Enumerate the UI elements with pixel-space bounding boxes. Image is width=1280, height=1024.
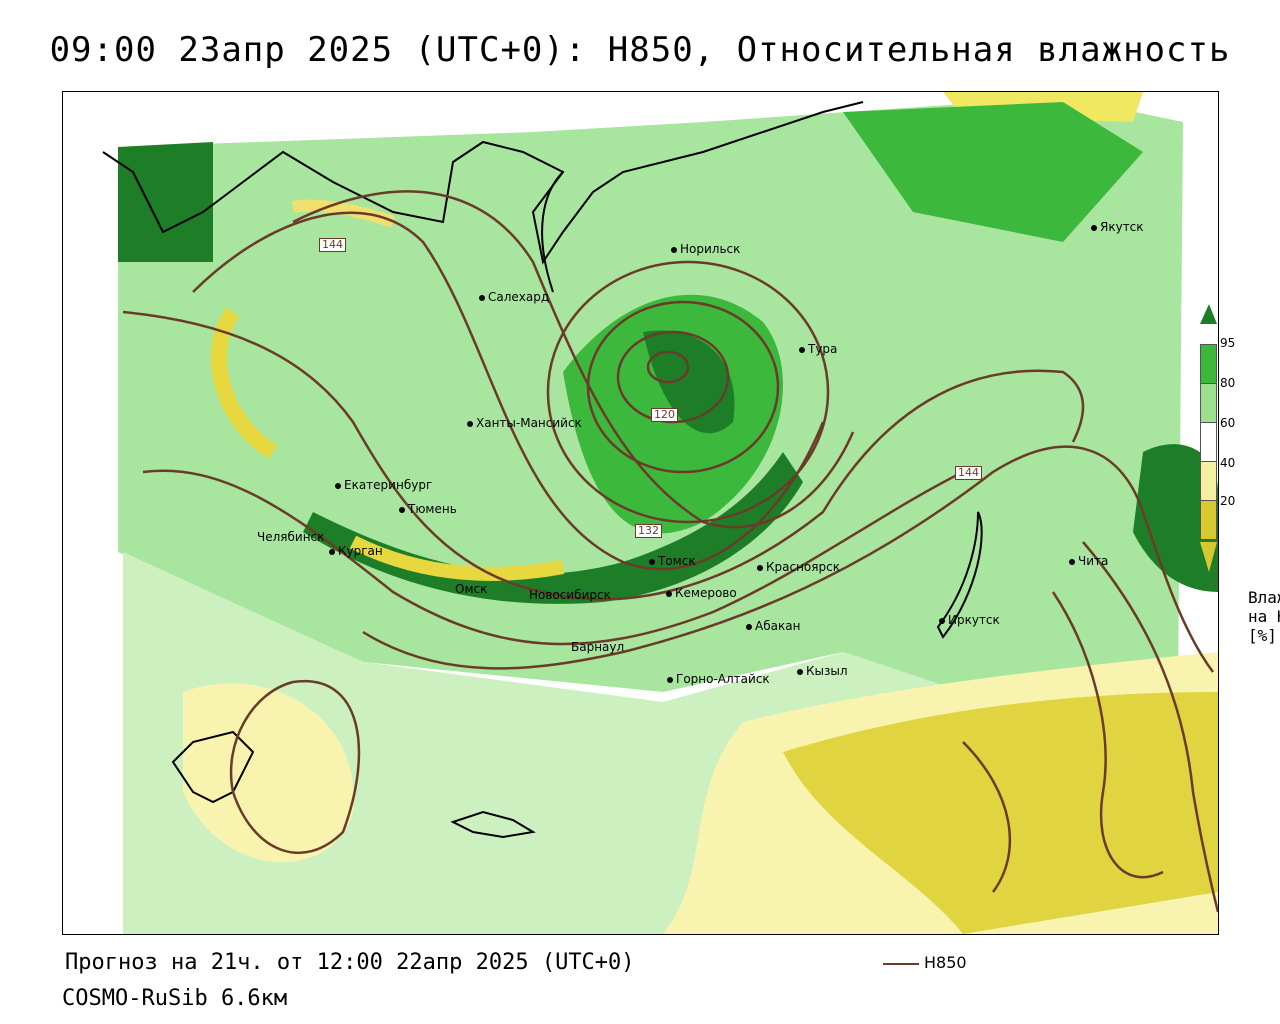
city-marker: Барнаул	[571, 640, 624, 654]
map-title: 09:00 23апр 2025 (UTC+0): H850, Относите…	[49, 30, 1231, 70]
color-legend: 95 80 60 40 20	[1200, 300, 1280, 600]
legend-lower-arrow-icon	[1200, 542, 1217, 572]
city-label: Курган	[338, 544, 383, 558]
city-label: Чита	[1078, 554, 1109, 568]
legend-swatch	[1200, 422, 1217, 462]
contour-line-legend-icon	[883, 963, 919, 965]
city-label: Норильск	[680, 242, 741, 256]
city-dot-icon	[335, 482, 341, 489]
legend-swatch	[1200, 383, 1217, 423]
city-label: Красноярск	[766, 560, 840, 574]
city-marker: Новосибирск	[529, 588, 611, 602]
city-label: Тура	[808, 342, 838, 356]
city-dot-icon	[1069, 558, 1075, 565]
city-dot-icon	[757, 564, 763, 571]
very-dry-area-southeast	[783, 692, 1218, 934]
legend-tick: 95	[1220, 336, 1236, 350]
city-marker: Якутск	[1091, 220, 1144, 234]
contour-line-legend-label: H850	[924, 953, 967, 972]
city-label: Кызыл	[806, 664, 848, 678]
city-dot-icon	[329, 548, 335, 555]
city-marker: Томск	[649, 554, 696, 568]
legend-title: Влажность на H850 [%]	[1248, 588, 1280, 645]
city-marker: Екатеринбург	[335, 478, 432, 492]
map-canvas	[63, 92, 1218, 934]
city-marker: Салехард	[479, 290, 549, 304]
city-marker: Ханты-Мансийск	[467, 416, 582, 430]
model-name: COSMO-RuSib 6.6км	[62, 986, 288, 1011]
contour-label: 132	[635, 524, 662, 538]
city-dot-icon	[667, 676, 673, 683]
forecast-info: Прогноз на 21ч. от 12:00 22апр 2025 (UTC…	[65, 950, 635, 975]
city-marker: Чита	[1069, 554, 1108, 568]
city-dot-icon	[799, 346, 805, 353]
legend-swatch	[1200, 461, 1217, 501]
city-label: Кемерово	[675, 586, 737, 600]
city-marker: Красноярск	[757, 560, 840, 574]
legend-swatch	[1200, 500, 1217, 540]
legend-tick: 60	[1220, 416, 1236, 430]
city-dot-icon	[797, 668, 803, 675]
city-label: Барнаул	[571, 640, 625, 654]
city-marker: Горно-Алтайск	[667, 672, 770, 686]
dry-area-west	[183, 683, 354, 863]
city-label: Тюмень	[408, 502, 457, 516]
city-marker: Кызыл	[797, 664, 848, 678]
contour-label: 120	[651, 408, 678, 422]
city-label: Иркутск	[948, 613, 1000, 627]
legend-tick: 40	[1220, 456, 1236, 470]
city-label: Горно-Алтайск	[676, 672, 770, 686]
legend-bar	[1200, 344, 1217, 540]
humidity-map: 144 120 132 144 Норильск Якутск Салехард…	[62, 91, 1219, 935]
city-label: Томск	[658, 554, 696, 568]
city-marker: Абакан	[746, 619, 800, 633]
city-marker: Курган	[329, 544, 383, 558]
city-dot-icon	[1091, 224, 1097, 231]
city-marker: Челябинск	[257, 530, 324, 544]
city-dot-icon	[649, 558, 655, 565]
contour-label: 144	[955, 466, 982, 480]
contour-label: 144	[319, 238, 346, 252]
city-marker: Норильск	[671, 242, 740, 256]
city-marker: Иркутск	[939, 613, 1000, 627]
legend-tick: 80	[1220, 376, 1236, 390]
city-dot-icon	[399, 506, 405, 513]
legend-tick: 20	[1220, 494, 1236, 508]
city-label: Якутск	[1100, 220, 1144, 234]
city-label: Омск	[455, 582, 488, 596]
legend-upper-arrow-icon	[1200, 304, 1217, 324]
city-dot-icon	[666, 590, 672, 597]
city-marker: Тюмень	[399, 502, 457, 516]
city-label: Абакан	[755, 619, 801, 633]
city-label: Новосибирск	[529, 588, 611, 602]
city-label: Ханты-Мансийск	[476, 416, 582, 430]
city-dot-icon	[671, 246, 677, 253]
city-dot-icon	[746, 623, 752, 630]
city-marker: Тура	[799, 342, 837, 356]
lake-baikal	[936, 511, 983, 639]
city-label: Челябинск	[257, 530, 325, 544]
city-dot-icon	[939, 617, 945, 624]
city-marker: Кемерово	[666, 586, 737, 600]
legend-swatch	[1200, 344, 1217, 384]
city-dot-icon	[479, 294, 485, 301]
city-label: Салехард	[488, 290, 550, 304]
city-dot-icon	[467, 420, 473, 427]
city-marker: Омск	[455, 582, 487, 596]
arctic-coastline	[102, 101, 864, 265]
h850-contours	[122, 190, 1218, 913]
city-label: Екатеринбург	[344, 478, 433, 492]
